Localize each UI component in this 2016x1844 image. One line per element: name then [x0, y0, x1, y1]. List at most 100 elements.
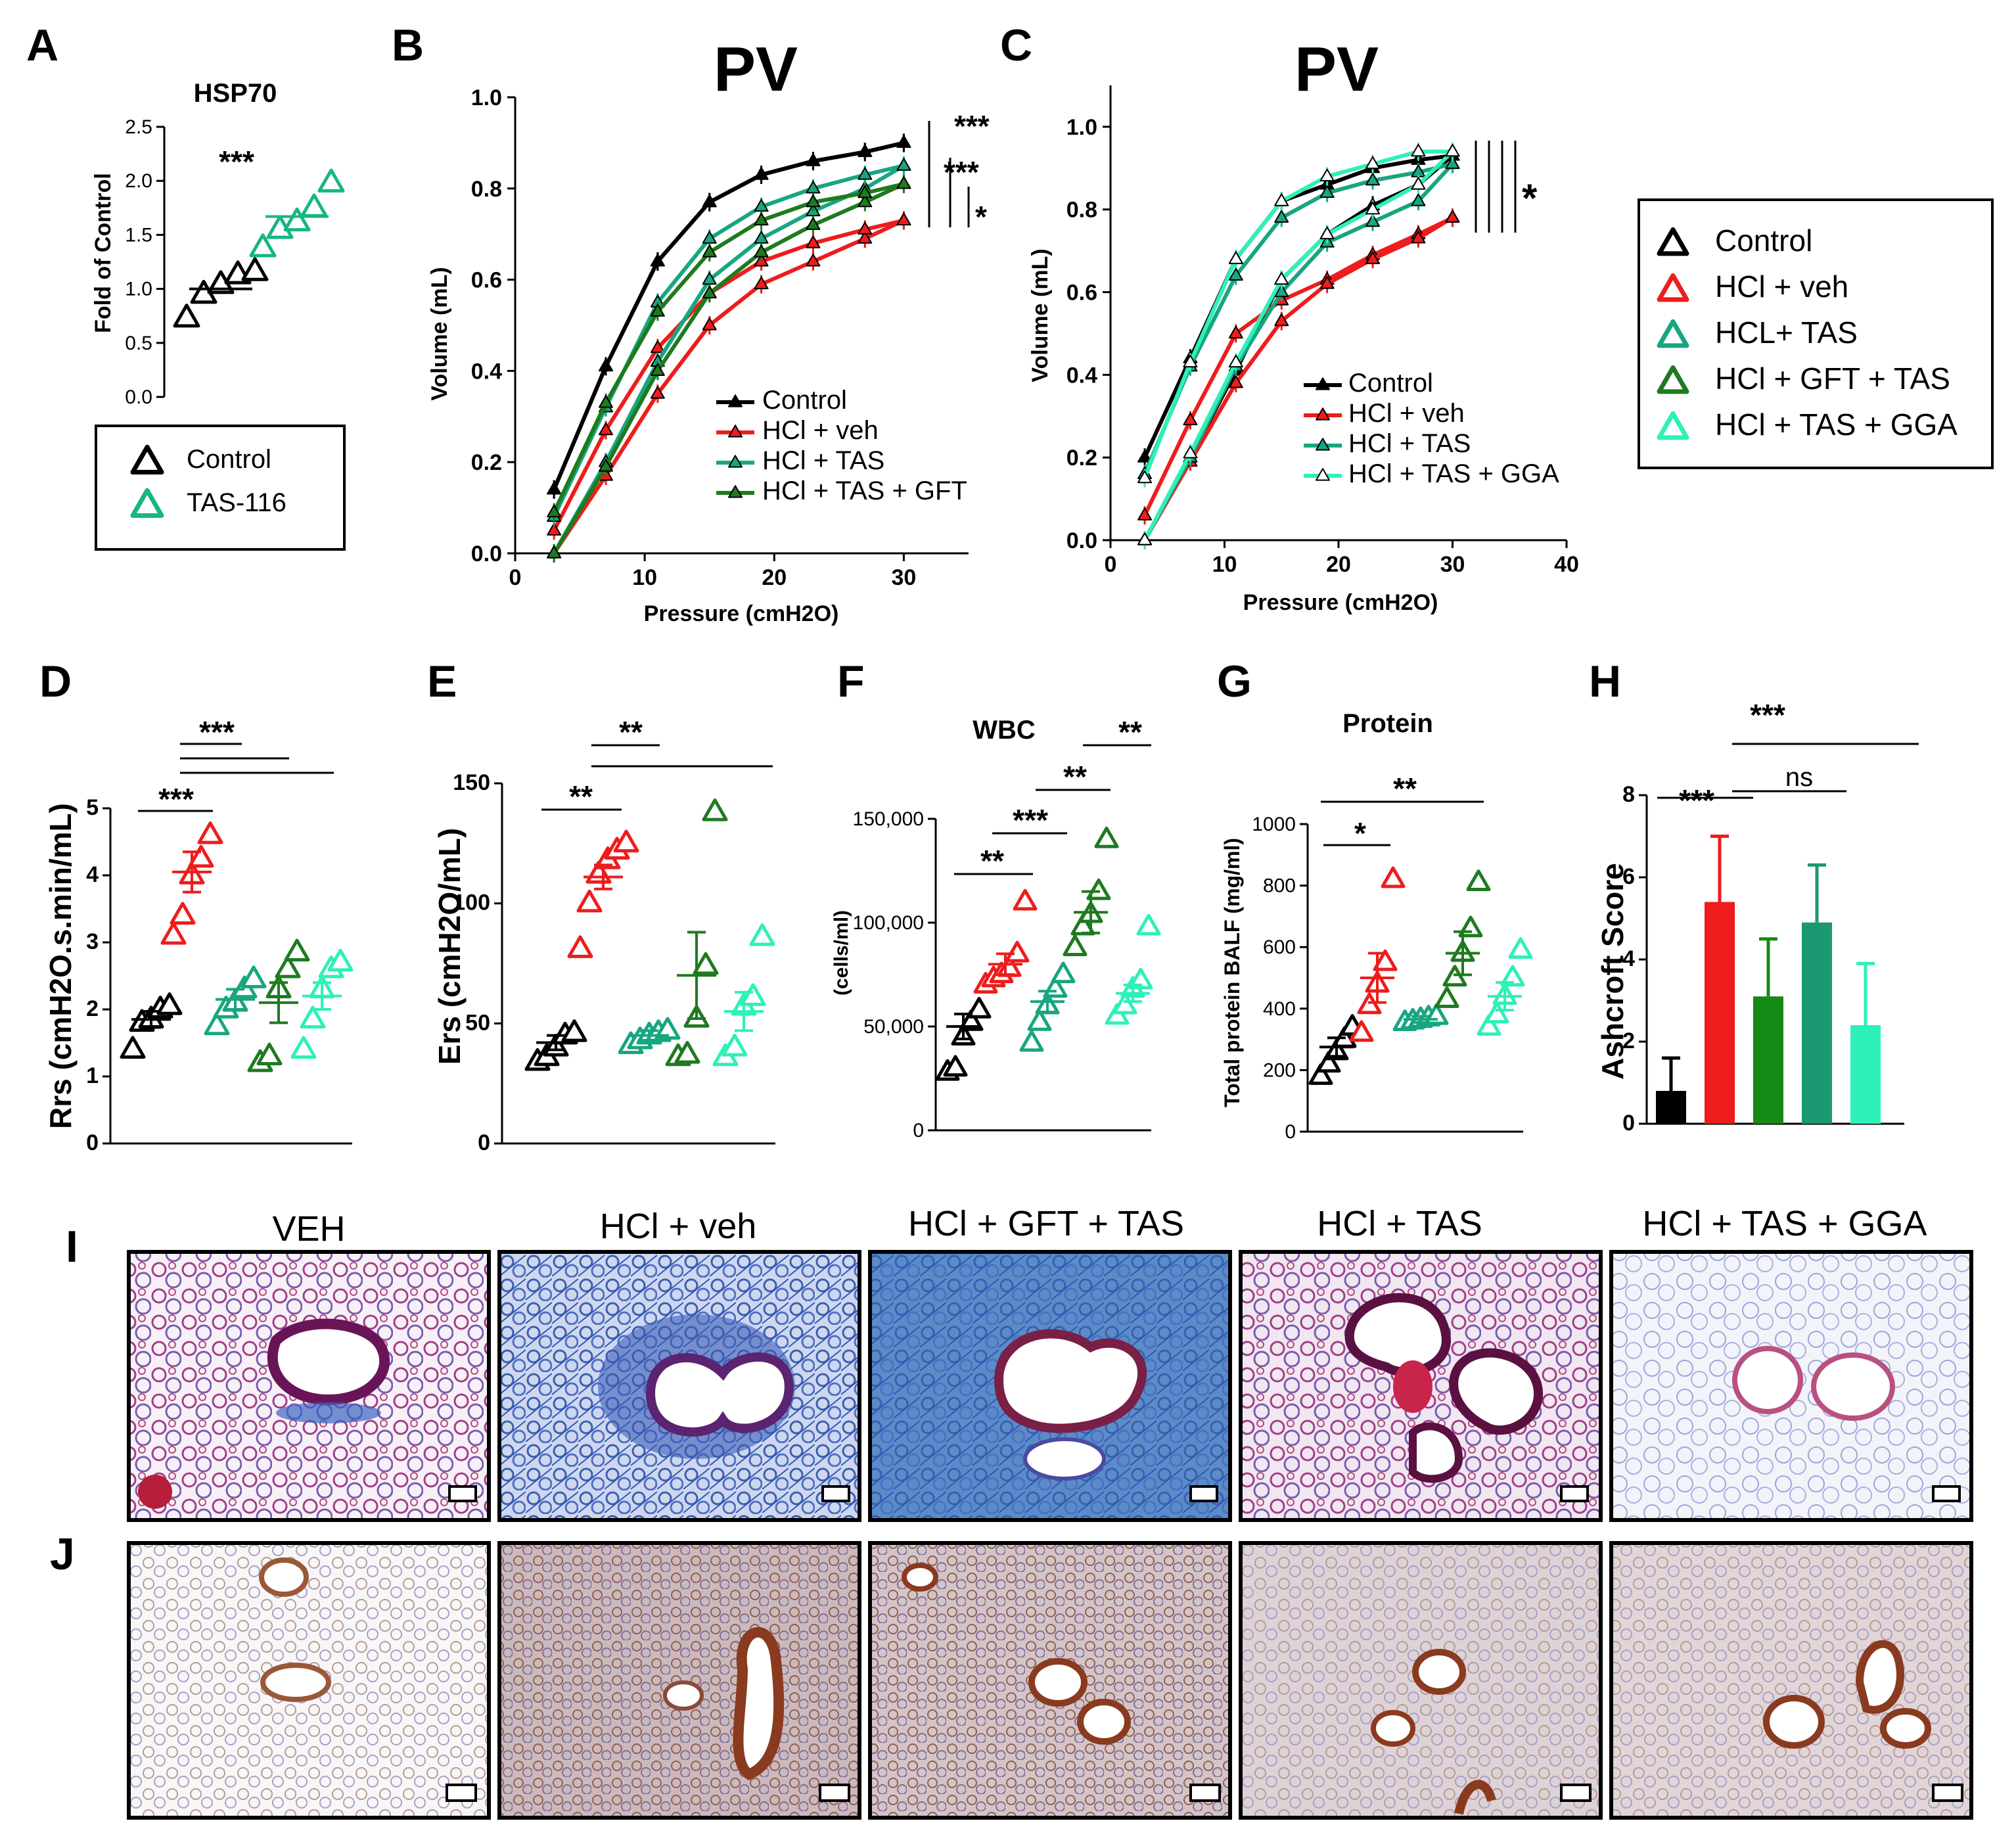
histology-label-5: HCl + TAS + GGA — [1642, 1204, 1927, 1243]
histology-label-1: VEH — [272, 1209, 345, 1249]
series-marker — [1365, 201, 1381, 215]
panel-c: PV 0.0 0.2 0.4 0.6 0.8 1.0 0 10 20 30 40 Volume (m… — [1028, 34, 1579, 615]
group-legend-marker-control — [1657, 227, 1689, 256]
panel-g-sig-1: * — [1354, 816, 1366, 850]
panel-f-sig-2: *** — [1013, 803, 1048, 837]
data-point — [197, 821, 223, 844]
series-marker — [650, 386, 665, 399]
panel-a-ylabel: Fold of Control — [91, 173, 116, 333]
legend-marker — [1316, 377, 1330, 390]
series-marker — [754, 212, 769, 225]
series-marker — [1445, 156, 1460, 170]
panel-f-y-tick-label: 50,000 — [863, 1016, 924, 1038]
series-marker — [858, 185, 873, 198]
group-legend-label-4: HCl + GFT + TAS — [1715, 361, 1950, 396]
panel-a-legend-label-control: Control — [187, 445, 271, 474]
panel-b-legend-2: HCl + veh — [762, 416, 879, 445]
series-marker — [1183, 354, 1198, 368]
panel-g: Protein 0 200 400 600 800 1000 Total protein … — [1220, 709, 1533, 1143]
legend-marker-tas116 — [130, 488, 164, 519]
data-point — [1013, 888, 1038, 911]
series-marker — [896, 176, 911, 189]
series-marker — [702, 271, 717, 285]
data-point — [722, 1034, 748, 1057]
panel-e-y-tick-label: 50 — [465, 1010, 490, 1035]
series-line-hcl_veh — [1143, 216, 1454, 542]
series-marker — [702, 194, 717, 208]
data-point — [1027, 1009, 1052, 1031]
panel-b-sig-1: *** — [954, 109, 990, 143]
data-point — [561, 1019, 587, 1042]
series-marker — [806, 254, 821, 267]
panel-e-points — [524, 798, 775, 1071]
bar-gga — [1850, 1025, 1881, 1124]
series-marker — [1274, 193, 1289, 206]
series-line-gga — [1143, 149, 1453, 479]
panel-c-legend-2: HCl + veh — [1348, 399, 1465, 428]
histology-label-3: HCl + GFT + TAS — [908, 1204, 1184, 1243]
series-marker — [1228, 267, 1243, 281]
panel-a-y-tick-label: 1.5 — [125, 224, 152, 246]
legend-marker — [728, 394, 743, 407]
data-point — [120, 1036, 146, 1059]
histology-label-4: HCl + TAS — [1317, 1204, 1482, 1243]
panel-f-y-tick-label: 0 — [913, 1120, 924, 1141]
panel-h-y-tick-label: 0 — [1622, 1111, 1635, 1136]
panel-b-ylabel: Volume (mL) — [427, 267, 452, 400]
panel-b-y-tick-label: 1.0 — [471, 85, 502, 110]
series-marker — [1137, 470, 1153, 484]
panel-f-brackets — [954, 744, 1151, 875]
panel-b-y-tick-label: 0.0 — [471, 542, 502, 566]
data-point — [160, 921, 187, 945]
data-point — [702, 798, 728, 821]
panel-g-y-tick-label: 200 — [1263, 1059, 1296, 1081]
panel-d-points — [120, 821, 354, 1072]
legend-marker — [728, 425, 743, 438]
data-point — [576, 889, 603, 913]
panel-c-x-tick-label: 20 — [1326, 552, 1351, 577]
series-marker — [547, 482, 562, 495]
panel-c-x-tick-label: 30 — [1440, 552, 1465, 577]
data-point — [749, 923, 775, 946]
histology-j-hcl-veh — [497, 1541, 861, 1820]
data-point — [1316, 1051, 1341, 1073]
series-marker — [599, 395, 613, 408]
series-marker — [1137, 532, 1153, 545]
panel-g-y-tick-label: 600 — [1263, 936, 1296, 958]
panel-f-sig-1: ** — [980, 844, 1004, 878]
data-point — [300, 1005, 326, 1029]
panel-h-bars — [1656, 835, 1881, 1124]
series-marker — [1365, 251, 1381, 264]
series-marker — [1228, 251, 1243, 264]
series-marker — [702, 231, 717, 244]
series-marker — [1228, 325, 1243, 339]
panel-e-y-tick-label: 100 — [453, 890, 490, 915]
data-point — [1466, 869, 1491, 891]
histology-i-hcl-tas — [1239, 1250, 1603, 1522]
series-marker — [806, 153, 821, 166]
group-legend-markers — [1657, 227, 1689, 440]
group-legend-label-2: HCl + veh — [1715, 269, 1848, 304]
panel-e: 0 50 100 150 Ers (cmH2O/mL) ** ** — [432, 715, 775, 1155]
panel-d-ylabel: Rrs (cmH2O.s.min/mL) — [43, 803, 78, 1129]
panel-d-brackets — [138, 743, 334, 812]
data-point — [693, 952, 719, 975]
panel-a-legend-box — [95, 425, 346, 551]
series-marker — [754, 198, 769, 212]
data-point — [317, 168, 345, 193]
series-marker — [1319, 276, 1335, 289]
data-point — [674, 1040, 700, 1064]
series-marker — [1274, 210, 1289, 223]
series-marker — [754, 276, 769, 290]
data-point — [740, 983, 766, 1006]
series-marker — [547, 522, 562, 536]
series-marker — [806, 217, 821, 230]
panel-c-y-tick-label: 0.8 — [1066, 198, 1097, 223]
panel-b-legend-1: Control — [762, 386, 847, 415]
series-marker — [754, 231, 769, 244]
panel-d-y-tick-label: 4 — [86, 862, 99, 887]
panel-i: VEH HCl + veh HCl + GFT + TAS HCl + TAS … — [127, 1204, 1973, 1522]
panel-a-legend-label-tas116: TAS-116 — [187, 488, 286, 517]
series-marker — [1183, 412, 1198, 426]
panel-label-d: D — [39, 657, 72, 706]
